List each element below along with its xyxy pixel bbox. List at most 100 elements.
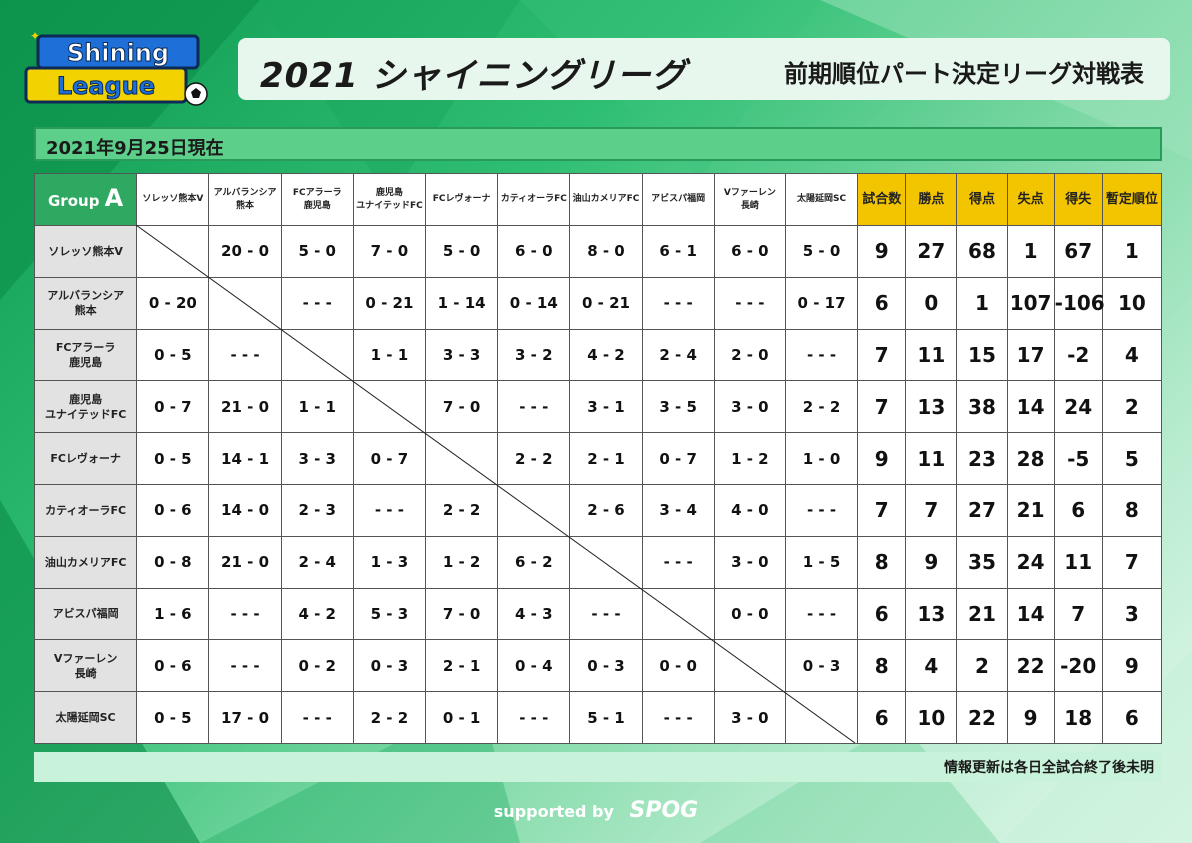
column-header-stat: 勝点 [905,173,958,226]
stat-cell: 9 [857,432,907,485]
score-cell: 1 - 1 [352,328,427,382]
score-cell: 17 - 0 [208,691,282,744]
column-header-team: 油山カメリアFC [569,173,643,226]
score-cell: 2 - 4 [280,535,354,589]
column-header-team: FCアラーラ 鹿児島 [280,173,354,226]
score-cell: 3 - 2 [497,328,571,382]
stat-cell: 11 [1053,535,1103,589]
column-header-label: ユナイテッドFC [356,200,423,211]
header-panel: 2021 シャイニングリーグ 前期順位パート決定リーグ対戦表 [238,38,1170,100]
score-cell: 0 - 3 [352,639,427,693]
stat-cell: 38 [956,380,1008,434]
row-team-name: アビスパ福岡 [33,587,138,641]
stat-cell: 3 [1101,587,1163,641]
self-match-cell [352,380,427,434]
column-header-stat: 試合数 [857,173,907,226]
stat-cell: 6 [1053,483,1103,537]
stat-cell: 10 [905,691,958,744]
score-cell: 0 - 5 [136,328,210,382]
score-cell: 20 - 0 [208,225,282,278]
stat-cell: 8 [1101,483,1163,537]
score-cell: 0 - 7 [136,380,210,434]
self-match-cell [569,535,643,589]
column-header-label: 鹿児島 [303,200,331,211]
score-cell: - - - [208,328,282,382]
row-team-name: 太陽延岡SC [33,691,138,744]
stat-cell: 7 [857,380,907,434]
self-match-cell [208,276,282,330]
column-header-label: 長崎 [740,200,759,211]
score-cell: 7 - 0 [352,225,427,278]
column-header-label: 油山カメリアFC [572,194,640,204]
score-cell: 1 - 14 [425,276,499,330]
column-header-team: カティオーラFC [497,173,571,226]
stat-cell: 1 [1006,225,1055,278]
score-cell: - - - [280,276,354,330]
stat-cell: 7 [857,328,907,382]
row-team-label: 油山カメリアFC [44,555,127,569]
column-header-team: Vファーレン 長崎 [713,173,786,226]
score-cell: - - - [497,691,571,744]
column-header-stat: 暫定順位 [1101,173,1163,226]
stat-cell: 21 [1006,483,1055,537]
score-cell: 1 - 6 [136,587,210,641]
row-team-label: FCアラーラ [55,340,116,354]
stat-cell: 107 [1006,276,1055,330]
score-cell: 5 - 0 [425,225,499,278]
stat-cell: 24 [1053,380,1103,434]
score-cell: 8 - 0 [569,225,643,278]
score-cell: 0 - 2 [280,639,354,693]
row-team-label: ソレッソ熊本V [48,244,123,258]
stat-cell: 6 [1101,691,1163,744]
stat-cell: -2 [1053,328,1103,382]
column-header-label: アビスパ福岡 [651,194,706,204]
column-header-team: FCレヴォーナ [425,173,499,226]
score-cell: 0 - 3 [784,639,859,693]
stat-cell: 7 [905,483,958,537]
score-cell: 2 - 6 [569,483,643,537]
sponsor-brand: SPOG [629,798,699,823]
row-team-label: FCレヴォーナ [50,452,121,466]
score-cell: 3 - 0 [713,691,786,744]
score-cell: 1 - 0 [784,432,859,485]
score-cell: 1 - 3 [352,535,427,589]
score-cell: 7 - 0 [425,380,499,434]
stat-cell: 8 [857,639,907,693]
self-match-cell [713,639,786,693]
stat-cell: 9 [857,225,907,278]
column-header-label: 鹿児島 [375,187,403,198]
score-cell: 1 - 2 [425,535,499,589]
stat-cell: -20 [1053,639,1103,693]
supported-by: supported by SPOG [0,798,1192,823]
row-team-label: 太陽延岡SC [55,711,116,725]
column-header-label: 熊本 [236,200,255,211]
column-header-team: 鹿児島ユナイテッドFC [352,173,427,226]
score-cell: 0 - 21 [352,276,427,330]
table-row: アルバランシア 熊本 0 - 20- - -0 - 21 1 - 14 0 - 14 0 … [33,276,1163,330]
column-header-team: 太陽延岡SC [784,173,859,226]
score-cell: 0 - 3 [569,639,643,693]
stat-cell: 14 [1006,587,1055,641]
row-team-label: 長崎 [74,666,97,680]
stat-cell: 10 [1101,276,1163,330]
stat-cell: 68 [956,225,1008,278]
column-header-label: FCアラーラ [292,187,342,198]
row-team-name: カティオーラFC [33,483,138,537]
page-subtitle: 前期順位パート決定リーグ対戦表 [784,60,1144,88]
row-team-label: Vファーレン [53,651,118,665]
svg-text:✦: ✦ [30,30,40,43]
score-cell: - - - [208,587,282,641]
score-cell: 1 - 2 [713,432,786,485]
score-cell: 1 - 5 [784,535,859,589]
score-cell: 6 - 0 [497,225,571,278]
stat-cell: 13 [905,380,958,434]
score-cell: 14 - 0 [208,483,282,537]
svg-text:League: League [57,72,155,100]
